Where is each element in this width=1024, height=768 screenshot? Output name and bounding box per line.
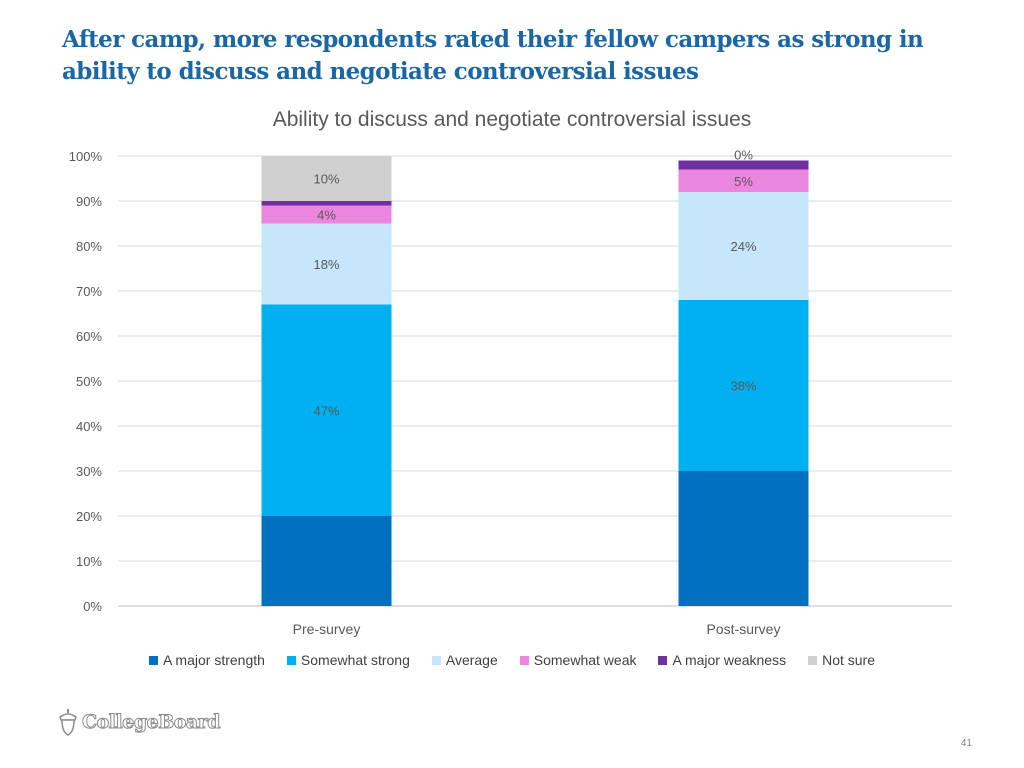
y-tick-label: 90%	[76, 194, 102, 209]
y-tick-label: 50%	[76, 374, 102, 389]
page-number: 41	[960, 738, 972, 749]
legend-item: Average	[431, 652, 498, 668]
legend-label: A major strength	[162, 652, 265, 668]
legend-swatch	[808, 655, 818, 665]
data-label: 18%	[313, 257, 339, 272]
legend-label: Average	[445, 652, 498, 668]
acorn-icon	[59, 709, 77, 736]
y-tick-label: 10%	[76, 554, 102, 569]
data-label: 0%	[734, 148, 753, 163]
bar-segment-average	[261, 223, 392, 305]
data-label: 4%	[317, 208, 336, 223]
legend-label: A major weakness	[672, 652, 787, 668]
bar-segment-a-major-strength	[261, 516, 392, 606]
legend-swatch	[431, 655, 441, 665]
data-label: 20%	[313, 554, 339, 569]
data-label: 10%	[313, 172, 339, 187]
bar-segment-a-major-weakness	[261, 201, 392, 206]
slide-title: After camp, more respondents rated their…	[62, 26, 924, 85]
legend-item: Somewhat strong	[286, 652, 410, 668]
y-tick-label: 20%	[76, 509, 102, 524]
x-category-label: Pre-survey	[293, 621, 361, 637]
data-label: 47%	[313, 403, 339, 418]
legend-swatch	[286, 655, 296, 665]
legend-label: Somewhat weak	[533, 652, 637, 668]
legend-item: A major strength	[148, 652, 265, 668]
bar-segment-somewhat-strong	[678, 300, 809, 471]
legend-item: Somewhat weak	[519, 652, 637, 668]
bar-segment-somewhat-weak	[261, 205, 392, 224]
data-label: 5%	[734, 174, 753, 189]
bar-segment-not-sure	[261, 156, 392, 201]
y-tick-label: 70%	[76, 284, 102, 299]
data-label: 30%	[730, 532, 756, 547]
y-tick-label: 60%	[76, 329, 102, 344]
legend-label: Not sure	[822, 652, 876, 668]
y-tick-label: 30%	[76, 464, 102, 479]
legend-swatch	[519, 655, 529, 665]
collegeboard-logo: CollegeBoard	[58, 708, 221, 736]
y-tick-label: 40%	[76, 419, 102, 434]
data-label: 24%	[730, 239, 756, 254]
legend-item: Not sure	[808, 652, 875, 668]
bar-segment-a-major-strength	[678, 471, 809, 606]
bar-segment-somewhat-weak	[678, 169, 809, 192]
y-tick-label: 100%	[69, 149, 103, 164]
logo-text: CollegeBoard	[81, 711, 221, 734]
data-label: 38%	[730, 379, 756, 394]
chart-title: Ability to discuss and negotiate controv…	[272, 108, 752, 131]
legend-label: Somewhat strong	[300, 652, 410, 668]
chart-legend: A major strength Somewhat strong Average So…	[0, 652, 1024, 668]
bar-segment-average	[678, 192, 809, 300]
x-category-label: Post-survey	[707, 621, 781, 637]
legend-swatch	[658, 655, 668, 665]
bar-segment-somewhat-strong	[261, 304, 392, 516]
legend-item: A major weakness	[658, 652, 786, 668]
y-tick-label: 80%	[76, 239, 102, 254]
y-tick-label: 0%	[83, 599, 102, 614]
bar-segment-a-major-weakness	[678, 160, 809, 170]
legend-swatch	[148, 655, 158, 665]
